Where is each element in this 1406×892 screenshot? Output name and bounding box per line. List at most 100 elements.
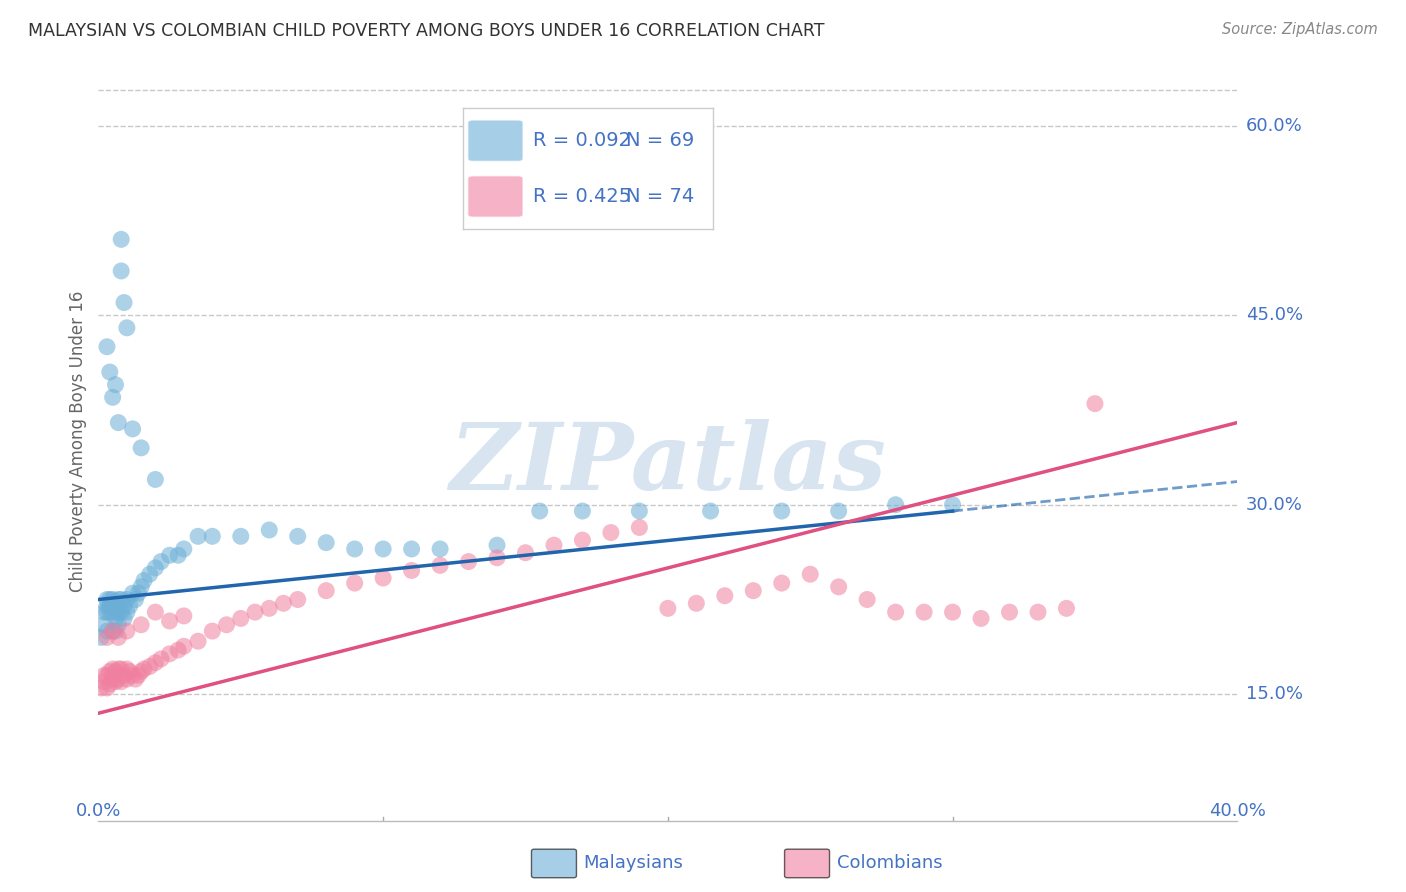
Text: 30.0%: 30.0% [1246, 496, 1302, 514]
Point [401, 541, 423, 556]
Point [96, 340, 118, 354]
Text: MALAYSIAN VS COLOMBIAN CHILD POVERTY AMONG BOYS UNDER 16 CORRELATION CHART: MALAYSIAN VS COLOMBIAN CHILD POVERTY AMO… [28, 22, 825, 40]
Point [90, 631, 112, 645]
Point [315, 535, 337, 549]
Point [373, 541, 395, 556]
Point [132, 662, 155, 676]
Point [173, 541, 195, 556]
Point [104, 377, 127, 392]
Point [107, 592, 129, 607]
Point [167, 643, 190, 657]
Point [571, 504, 593, 518]
Point [112, 611, 135, 625]
Point [98, 365, 121, 379]
Point [101, 599, 124, 613]
Point [942, 498, 965, 512]
Point [132, 574, 155, 588]
Point [828, 580, 851, 594]
Point [104, 611, 127, 625]
Point [112, 668, 135, 682]
Point [429, 541, 451, 556]
Point [828, 504, 851, 518]
Point [187, 529, 209, 543]
Point [138, 659, 160, 673]
Point [173, 609, 195, 624]
Point [145, 473, 167, 487]
Point [201, 529, 224, 543]
Point [1026, 605, 1049, 619]
Point [243, 605, 266, 619]
Text: 45.0%: 45.0% [1246, 306, 1303, 324]
Text: 0.0%: 0.0% [76, 802, 121, 820]
Point [101, 672, 124, 686]
Point [145, 656, 167, 670]
Point [699, 504, 721, 518]
Point [884, 498, 907, 512]
Point [129, 580, 152, 594]
Point [96, 592, 118, 607]
Point [1056, 601, 1078, 615]
Point [159, 614, 181, 628]
Point [173, 639, 195, 653]
Point [770, 504, 793, 518]
Point [93, 605, 115, 619]
Point [129, 665, 152, 679]
Point [145, 561, 167, 575]
Point [115, 662, 138, 676]
Point [104, 599, 127, 613]
Point [121, 422, 143, 436]
Point [121, 586, 143, 600]
Point [110, 264, 132, 278]
Point [124, 672, 146, 686]
Text: Malaysians: Malaysians [583, 855, 683, 872]
Point [112, 599, 135, 613]
Text: 60.0%: 60.0% [1246, 117, 1302, 135]
Point [150, 555, 173, 569]
Point [515, 546, 537, 560]
Point [127, 668, 149, 682]
Point [110, 605, 132, 619]
Point [343, 576, 366, 591]
Text: 40.0%: 40.0% [1209, 802, 1265, 820]
Point [287, 529, 309, 543]
Point [98, 605, 121, 619]
Point [110, 674, 132, 689]
Text: 15.0%: 15.0% [1246, 685, 1302, 703]
Point [104, 674, 127, 689]
Point [118, 665, 141, 679]
Point [107, 631, 129, 645]
Point [529, 504, 551, 518]
Point [107, 605, 129, 619]
Text: Source: ZipAtlas.com: Source: ZipAtlas.com [1222, 22, 1378, 37]
Point [101, 662, 124, 676]
Point [90, 681, 112, 695]
Point [159, 548, 181, 563]
Point [799, 567, 821, 582]
Point [912, 605, 935, 619]
Point [96, 605, 118, 619]
Point [714, 589, 737, 603]
Text: Colombians: Colombians [837, 855, 942, 872]
Point [93, 668, 115, 682]
Point [124, 592, 146, 607]
Text: ZIPatlas: ZIPatlas [450, 419, 886, 509]
Point [96, 599, 118, 613]
Point [101, 624, 124, 639]
Point [259, 601, 281, 615]
Point [115, 321, 138, 335]
Point [159, 647, 181, 661]
Point [96, 681, 118, 695]
Point [970, 611, 993, 625]
Point [112, 295, 135, 310]
Point [343, 541, 366, 556]
Point [104, 624, 127, 639]
Point [486, 538, 509, 552]
Point [315, 583, 337, 598]
Point [115, 672, 138, 686]
Point [127, 586, 149, 600]
Point [273, 596, 295, 610]
Point [129, 617, 152, 632]
Point [884, 605, 907, 619]
Point [856, 592, 879, 607]
Point [215, 617, 238, 632]
